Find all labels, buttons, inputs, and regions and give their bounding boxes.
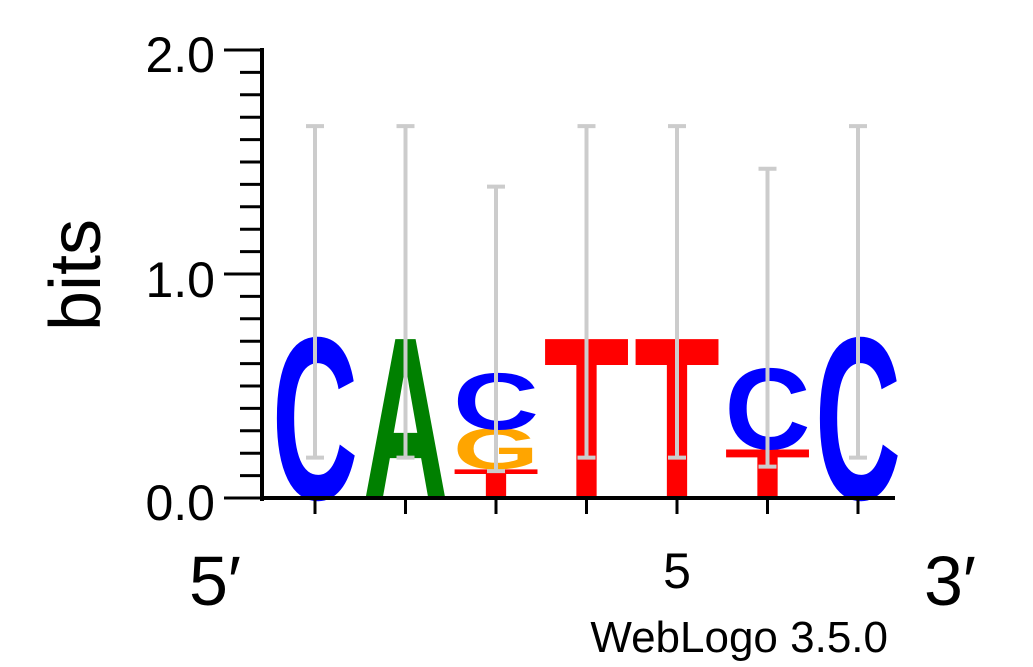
error-bars — [306, 124, 867, 474]
y-tick-label-1: 1.0 — [145, 252, 215, 308]
y-axis-label: bits — [36, 219, 116, 331]
axes — [224, 48, 895, 514]
y-tick-label-2: 2.0 — [145, 27, 215, 83]
x-tick-label-5: 5 — [663, 543, 691, 599]
weblogo-credit: WebLogo 3.5.0 — [590, 613, 888, 662]
five-prime-label: 5′ — [189, 542, 241, 620]
y-tick-label-0: 0.0 — [145, 475, 215, 531]
three-prime-label: 3′ — [924, 542, 976, 620]
